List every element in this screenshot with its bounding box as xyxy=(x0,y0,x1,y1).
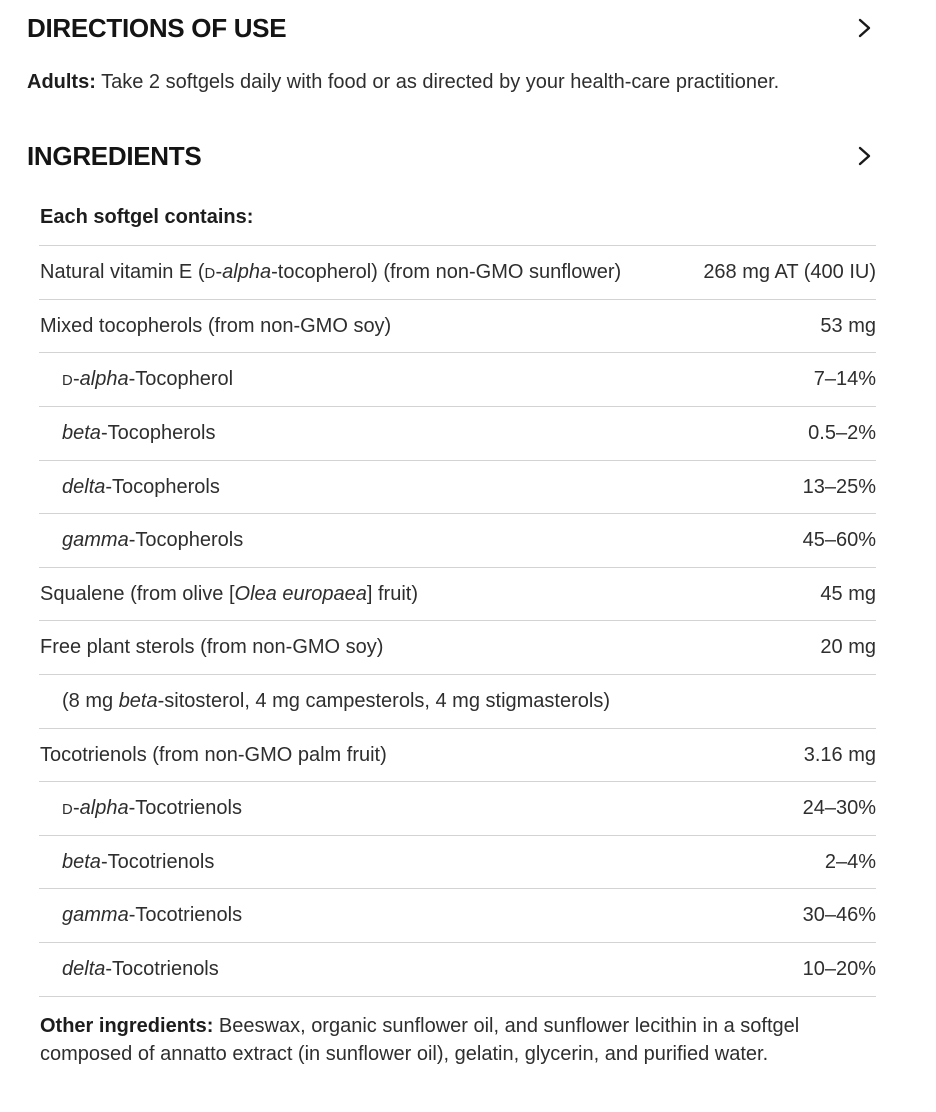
ingredient-name: Squalene (from olive [Olea europaea] fru… xyxy=(40,582,418,605)
ingredient-name: delta-Tocotrienols xyxy=(62,957,219,980)
ingredient-name: delta-Tocopherols xyxy=(62,475,220,498)
other-ingredients-text: Beeswax, organic sunflower oil, and sunf… xyxy=(40,1014,800,1065)
ingredient-name: gamma-Tocopherols xyxy=(62,529,244,552)
ingredient-value: 45–60% xyxy=(802,529,876,552)
ingredients-title: INGREDIENTS xyxy=(27,140,202,171)
ingredient-row: (8 mg beta-sitosterol, 4 mg campesterols… xyxy=(39,673,876,728)
ingredient-row: Squalene (from olive [Olea europaea] fru… xyxy=(39,566,876,621)
ingredient-row: delta-Tocopherols 13–25% xyxy=(39,459,876,514)
ingredient-name: (8 mg beta-sitosterol, 4 mg campesterols… xyxy=(62,689,610,712)
ingredient-row: Mixed tocopherols (from non-GMO soy) 53 m… xyxy=(39,298,876,353)
ingredient-value: 3.16 mg xyxy=(803,743,876,766)
ingredients-section-header[interactable]: INGREDIENTS xyxy=(27,140,876,171)
ingredient-row: D-alpha-Tocotrienols 24–30% xyxy=(39,781,876,835)
table-caption: Each softgel contains: xyxy=(40,206,254,229)
ingredient-value: 45 mg xyxy=(820,582,876,605)
ingredient-name: Mixed tocopherols (from non-GMO soy) xyxy=(40,314,392,337)
ingredient-name: Natural vitamin E (D-alpha-tocopherol) (… xyxy=(40,261,622,284)
ingredient-row: delta-Tocotrienols 10–20% xyxy=(39,941,876,996)
ingredient-row: gamma-Tocotrienols 30–46% xyxy=(39,888,876,942)
directions-audience-label: Adults: xyxy=(27,70,96,93)
ingredient-row: Natural vitamin E (D-alpha-tocopherol) (… xyxy=(39,245,876,299)
ingredient-name: Free plant sterols (from non-GMO soy) xyxy=(40,636,384,659)
ingredient-value: 2–4% xyxy=(824,850,876,873)
ingredient-row: gamma-Tocopherols 45–60% xyxy=(39,513,876,567)
ingredient-row: D-alpha-Tocopherol 7–14% xyxy=(39,352,876,406)
directions-instructions: Take 2 softgels daily with food or as di… xyxy=(101,70,780,93)
directions-text: Adults: Take 2 softgels daily with food … xyxy=(27,69,876,96)
ingredient-value: 13–25% xyxy=(802,475,876,498)
ingredient-row: beta-Tocopherols 0.5–2% xyxy=(39,405,876,460)
ingredient-row: Free plant sterols (from non-GMO soy) 20 … xyxy=(39,620,876,674)
ingredient-value: 24–30% xyxy=(802,797,876,820)
ingredient-row: beta-Tocotrienols 2–4% xyxy=(39,834,876,889)
ingredient-value: 20 mg xyxy=(820,636,876,659)
ingredient-name: D-alpha-Tocopherol xyxy=(62,368,234,391)
ingredient-value: 30–46% xyxy=(802,904,876,927)
chevron-right-icon[interactable] xyxy=(857,145,872,167)
other-ingredients: Other ingredients: Beeswax, organic sunf… xyxy=(39,995,876,1069)
other-ingredients-label: Other ingredients: xyxy=(40,1014,214,1037)
ingredient-value: 10–20% xyxy=(802,957,876,980)
ingredient-name: Tocotrienols (from non-GMO palm fruit) xyxy=(40,743,387,766)
ingredients-rows: Natural vitamin E (D-alpha-tocopherol) (… xyxy=(39,245,876,995)
ingredient-row: Tocotrienols (from non-GMO palm fruit) 3.… xyxy=(39,727,876,782)
ingredient-name: beta-Tocotrienols xyxy=(62,850,215,873)
directions-title: DIRECTIONS OF USE xyxy=(27,13,287,43)
ingredients-table: Each softgel contains: Natural vitamin E… xyxy=(39,200,876,1068)
ingredient-name: D-alpha-Tocotrienols xyxy=(62,797,242,820)
product-info-panel: DIRECTIONS OF USE Adults: Take 2 softgel… xyxy=(27,14,876,1069)
ingredient-name: gamma-Tocotrienols xyxy=(62,904,243,927)
ingredient-value: 7–14% xyxy=(813,368,876,391)
ingredient-value: 268 mg AT (400 IU) xyxy=(703,261,876,284)
ingredients-section: INGREDIENTS Each softgel contains: Natur… xyxy=(27,140,876,1069)
chevron-right-icon[interactable] xyxy=(857,17,872,39)
directions-section: DIRECTIONS OF USE Adults: Take 2 softgel… xyxy=(27,14,876,96)
ingredient-value: 53 mg xyxy=(820,314,876,337)
directions-section-header[interactable]: DIRECTIONS OF USE xyxy=(27,14,876,43)
ingredient-name: beta-Tocopherols xyxy=(62,421,216,444)
ingredient-value: 0.5–2% xyxy=(808,421,876,444)
